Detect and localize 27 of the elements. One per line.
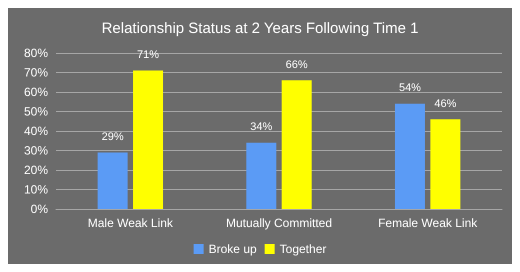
y-tick-label: 20%	[24, 163, 48, 177]
y-tick-label: 0%	[30, 202, 48, 216]
y-tick-label: 40%	[24, 124, 48, 138]
y-tick-label: 50%	[24, 104, 48, 118]
bar	[282, 80, 312, 209]
bar	[394, 104, 425, 209]
data-label: 34%	[250, 121, 273, 134]
legend-label: Together	[280, 242, 326, 256]
x-tick-label: Mutually Committed	[226, 216, 332, 230]
y-tick-label: 60%	[24, 85, 48, 99]
bar	[133, 70, 164, 209]
y-tick-label: 70%	[24, 66, 48, 80]
bar	[430, 119, 460, 209]
x-tick-label: Male Weak Link	[88, 216, 174, 230]
chart-title: Relationship Status at 2 Years Following Time 1	[102, 20, 418, 37]
bar	[246, 142, 276, 209]
data-label: 71%	[137, 49, 160, 62]
legend-label: Broke up	[208, 242, 257, 256]
data-label: 54%	[398, 82, 422, 94]
bar	[98, 152, 128, 209]
y-tick-label: 80%	[24, 46, 48, 60]
y-tick-label: 10%	[24, 182, 48, 196]
data-label: 66%	[286, 58, 308, 71]
data-label: 46%	[434, 98, 457, 110]
y-tick-label: 30%	[24, 144, 48, 158]
x-tick-label: Female Weak Link	[378, 216, 478, 230]
data-label: 29%	[102, 130, 124, 143]
